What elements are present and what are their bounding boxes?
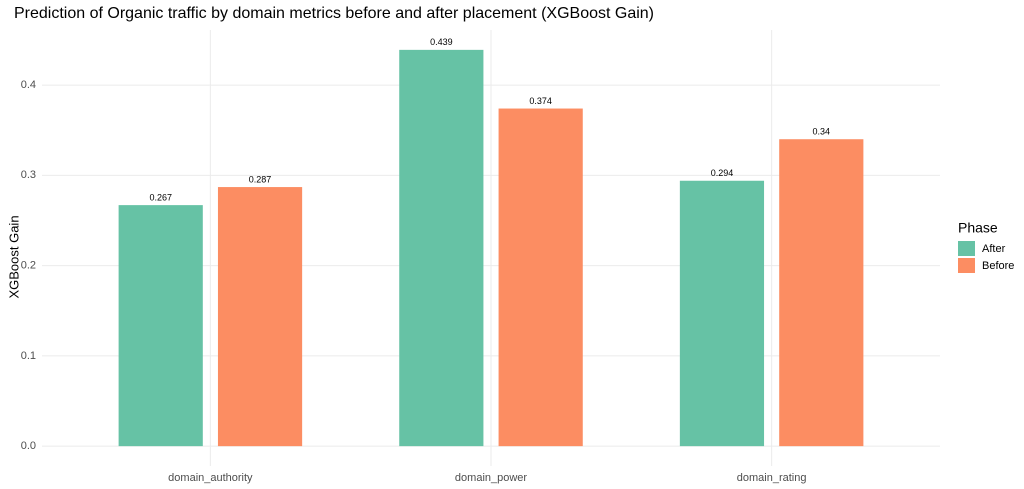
- y-tick-label: 0.0: [21, 440, 36, 452]
- bar: [399, 49, 484, 447]
- bar: [779, 139, 864, 447]
- value-label: 0.287: [249, 174, 272, 184]
- x-tick-label: domain_authority: [168, 472, 253, 484]
- y-tick-label: 0.1: [21, 350, 36, 362]
- y-tick-label: 0.2: [21, 260, 36, 272]
- legend-label: Before: [982, 260, 1014, 272]
- x-tick-label: domain_power: [455, 472, 527, 484]
- bar: [498, 108, 583, 447]
- value-label: 0.267: [149, 192, 172, 202]
- legend-label: After: [982, 243, 1006, 255]
- legend-title: Phase: [958, 220, 998, 236]
- x-tick-label: domain_rating: [737, 472, 807, 484]
- value-label: 0.294: [711, 168, 734, 178]
- bar: [217, 187, 303, 447]
- legend: Phase After Before: [958, 220, 1014, 273]
- value-label: 0.34: [813, 127, 831, 137]
- legend-key: [958, 258, 975, 273]
- marks: 0.267 0.439 0.294 0.287 0.374 0.34: [118, 37, 864, 447]
- bar: [679, 180, 765, 447]
- y-axis-title: XGBoost Gain: [6, 215, 21, 298]
- chart-title: Prediction of Organic traffic by domain …: [14, 5, 654, 22]
- bar: [118, 205, 203, 447]
- y-tick-label: 0.3: [21, 169, 36, 181]
- value-label: 0.439: [430, 37, 453, 47]
- value-label: 0.374: [529, 96, 552, 106]
- legend-key: [958, 241, 975, 256]
- y-tick-label: 0.4: [21, 79, 36, 91]
